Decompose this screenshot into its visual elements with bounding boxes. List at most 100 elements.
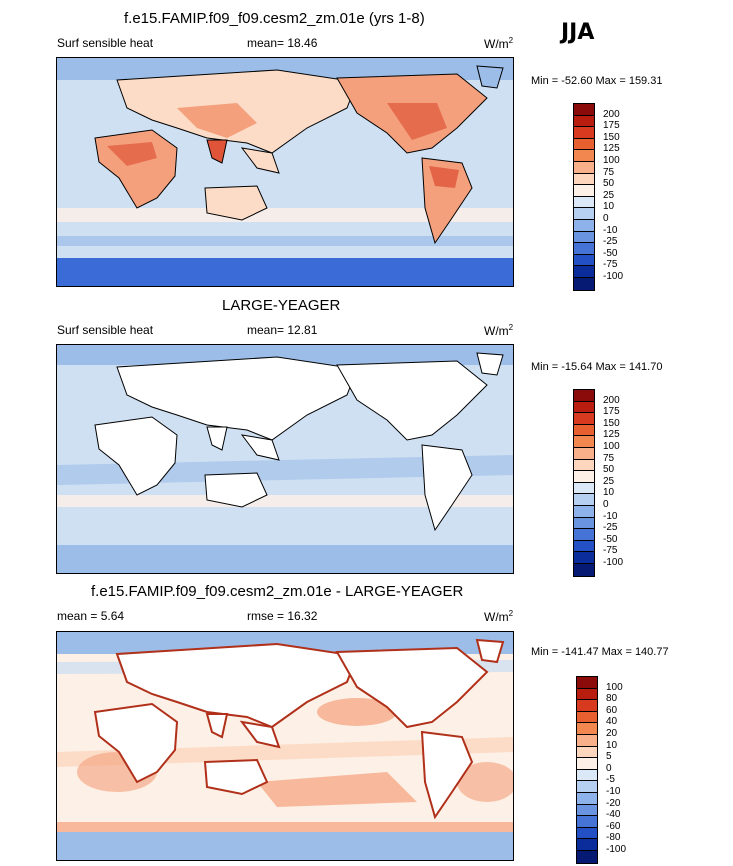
colorbar-label: -10 bbox=[603, 510, 618, 522]
panel-1-mean-label: mean= 18.46 bbox=[247, 36, 318, 50]
colorbar-label: 80 bbox=[606, 693, 618, 705]
colorbar-label: -60 bbox=[606, 820, 621, 832]
colorbar-label: 50 bbox=[603, 464, 615, 476]
panel-1-map bbox=[56, 57, 514, 287]
colorbar-label: -80 bbox=[606, 832, 621, 844]
colorbar-swatch bbox=[574, 115, 594, 128]
colorbar-swatch bbox=[574, 196, 594, 209]
colorbar-label: 150 bbox=[603, 417, 620, 429]
colorbar-swatch bbox=[574, 138, 594, 151]
colorbar-swatch bbox=[574, 208, 594, 220]
panel-3-colorbar bbox=[576, 676, 598, 864]
colorbar-swatch bbox=[574, 505, 594, 518]
colorbar-swatch bbox=[574, 401, 594, 414]
colorbar-swatch bbox=[577, 711, 597, 724]
colorbar-label: 75 bbox=[603, 166, 615, 178]
panel-3-minmax: Min = -141.47 Max = 140.77 bbox=[531, 646, 669, 658]
panel-3-map-svg bbox=[57, 632, 513, 860]
colorbar-label: -75 bbox=[603, 259, 618, 271]
colorbar-label: 10 bbox=[603, 201, 615, 213]
colorbar-swatch bbox=[577, 804, 597, 817]
colorbar-swatch bbox=[574, 231, 594, 244]
colorbar-swatch bbox=[574, 185, 594, 197]
colorbar-label: 175 bbox=[603, 120, 620, 132]
panel-2-mean-label: mean= 12.81 bbox=[247, 323, 318, 337]
colorbar-label: 75 bbox=[603, 452, 615, 464]
panel-3-map bbox=[56, 631, 514, 861]
panel-2-title: LARGE-YEAGER bbox=[222, 297, 341, 314]
colorbar-label: 10 bbox=[606, 739, 618, 751]
colorbar-swatch bbox=[574, 104, 594, 116]
colorbar-swatch bbox=[574, 563, 594, 576]
colorbar-swatch bbox=[577, 781, 597, 793]
colorbar-swatch bbox=[577, 827, 597, 840]
colorbar-swatch bbox=[577, 769, 597, 782]
colorbar-label: -25 bbox=[603, 236, 618, 248]
colorbar-swatch bbox=[574, 471, 594, 483]
colorbar-label: 100 bbox=[603, 441, 620, 452]
colorbar-label: 200 bbox=[603, 108, 620, 120]
colorbar-label: 200 bbox=[603, 394, 620, 406]
colorbar-label: 0 bbox=[603, 499, 609, 510]
season-label: JJA bbox=[561, 20, 595, 45]
colorbar-label: 175 bbox=[603, 406, 620, 418]
colorbar-label: 100 bbox=[606, 681, 623, 693]
colorbar-label: -25 bbox=[603, 522, 618, 534]
colorbar-label: -5 bbox=[606, 774, 615, 786]
panel-1-minmax: Min = -52.60 Max = 159.31 bbox=[531, 75, 663, 87]
colorbar-swatch bbox=[577, 758, 597, 770]
colorbar-label: 5 bbox=[606, 751, 612, 763]
colorbar-label: 25 bbox=[603, 475, 615, 487]
panel-1-units: W/m2 bbox=[484, 36, 514, 51]
colorbar-swatch bbox=[577, 746, 597, 759]
colorbar-label: 10 bbox=[603, 487, 615, 499]
colorbar-label: 60 bbox=[606, 704, 618, 716]
colorbar-swatch bbox=[574, 482, 594, 495]
panel-2-units: W/m2 bbox=[484, 323, 514, 338]
panel-1-map-svg bbox=[57, 58, 513, 286]
colorbar-swatch bbox=[574, 243, 594, 255]
panel-2-map-svg bbox=[57, 345, 513, 573]
colorbar-label: -100 bbox=[603, 271, 624, 282]
colorbar-swatch bbox=[574, 161, 594, 174]
colorbar-swatch bbox=[574, 266, 594, 278]
colorbar-label: -50 bbox=[603, 247, 618, 259]
panel-1-variable-label: Surf sensible heat bbox=[57, 36, 154, 50]
colorbar-label: -50 bbox=[603, 533, 618, 545]
colorbar-swatch bbox=[574, 127, 594, 139]
colorbar-label: 0 bbox=[603, 213, 609, 224]
colorbar-swatch bbox=[577, 734, 597, 747]
colorbar-label: 100 bbox=[603, 155, 620, 166]
colorbar-swatch bbox=[574, 254, 594, 267]
colorbar-label: 25 bbox=[603, 189, 615, 201]
colorbar-label: -75 bbox=[603, 545, 618, 557]
panel-2-colorbar bbox=[573, 389, 595, 577]
colorbar-label: -10 bbox=[603, 224, 618, 236]
colorbar-swatch bbox=[574, 540, 594, 553]
colorbar-label: -100 bbox=[606, 844, 627, 855]
panel-2-minmax: Min = -15.64 Max = 141.70 bbox=[531, 361, 663, 373]
colorbar-swatch bbox=[574, 277, 594, 290]
colorbar-label: 125 bbox=[603, 429, 620, 441]
panel-1-title: f.e15.FAMIP.f09_f09.cesm2_zm.01e (yrs 1-… bbox=[124, 10, 425, 27]
colorbar-swatch bbox=[577, 723, 597, 735]
colorbar-swatch bbox=[577, 816, 597, 828]
colorbar-swatch bbox=[574, 390, 594, 402]
panel-2-variable-label: Surf sensible heat bbox=[57, 323, 154, 337]
colorbar-swatch bbox=[577, 700, 597, 712]
colorbar-swatch bbox=[574, 424, 594, 437]
colorbar-swatch bbox=[574, 517, 594, 530]
panel-3-units: W/m2 bbox=[484, 609, 514, 624]
colorbar-swatch bbox=[574, 529, 594, 541]
panel-3-mean-label: mean = 5.64 bbox=[57, 609, 125, 623]
colorbar-label: 150 bbox=[603, 131, 620, 143]
colorbar-swatch bbox=[574, 150, 594, 162]
colorbar-swatch bbox=[574, 552, 594, 564]
colorbar-label: 0 bbox=[606, 762, 612, 774]
panel-3-rmse-label: rmse = 16.32 bbox=[247, 609, 318, 623]
colorbar-label: 125 bbox=[603, 143, 620, 155]
panel-2-map bbox=[56, 344, 514, 574]
colorbar-swatch bbox=[574, 459, 594, 472]
colorbar-swatch bbox=[577, 688, 597, 701]
panel-1-colorbar bbox=[573, 103, 595, 291]
